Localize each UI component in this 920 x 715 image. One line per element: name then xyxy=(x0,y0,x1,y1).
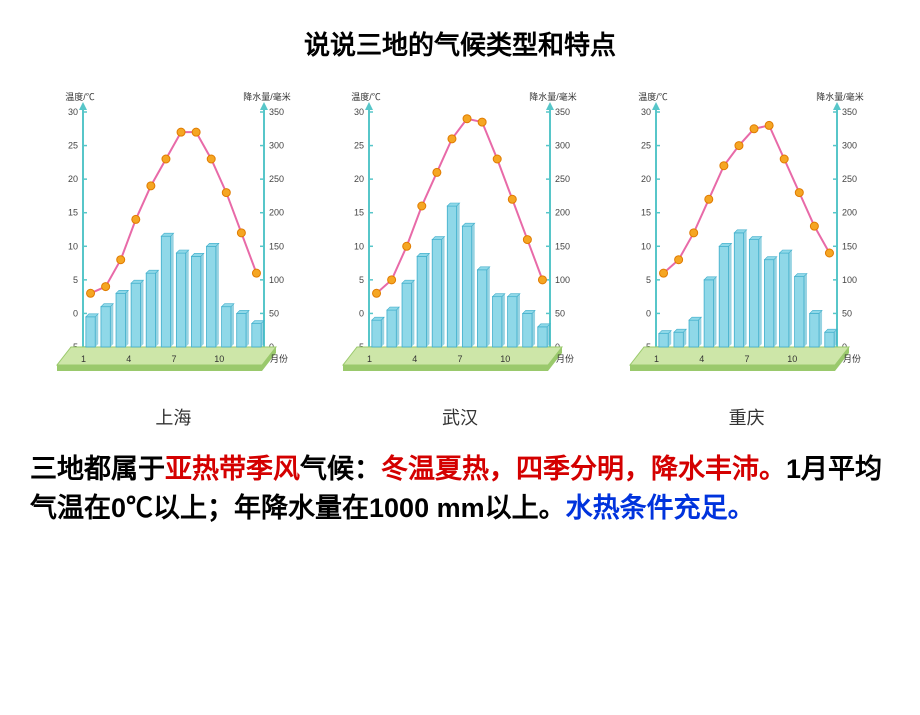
svg-text:7: 7 xyxy=(745,354,750,364)
city-label-0: 上海 xyxy=(155,404,191,430)
svg-text:50: 50 xyxy=(555,308,565,318)
svg-text:100: 100 xyxy=(555,275,570,285)
svg-text:15: 15 xyxy=(641,208,651,218)
svg-text:0: 0 xyxy=(646,308,651,318)
svg-text:25: 25 xyxy=(68,141,78,151)
svg-text:30: 30 xyxy=(68,107,78,117)
svg-text:月份: 月份 xyxy=(270,353,288,364)
svg-text:150: 150 xyxy=(269,241,284,251)
svg-text:10: 10 xyxy=(354,241,364,251)
chart-block-2: 温度/℃降水量/毫米-50510152025300501001502002503… xyxy=(614,82,879,430)
chart-block-1: 温度/℃降水量/毫米-50510152025300501001502002503… xyxy=(327,82,592,430)
svg-text:50: 50 xyxy=(269,308,279,318)
svg-text:15: 15 xyxy=(68,208,78,218)
svg-text:7: 7 xyxy=(171,354,176,364)
svg-text:250: 250 xyxy=(269,174,284,184)
climate-chart-1: 温度/℃降水量/毫米-50510152025300501001502002503… xyxy=(327,82,592,402)
svg-text:200: 200 xyxy=(269,208,284,218)
svg-text:20: 20 xyxy=(68,174,78,184)
svg-text:5: 5 xyxy=(646,275,651,285)
svg-text:30: 30 xyxy=(354,107,364,117)
svg-text:350: 350 xyxy=(842,107,857,117)
svg-text:25: 25 xyxy=(354,141,364,151)
svg-text:15: 15 xyxy=(354,208,364,218)
conclusion-span: 水热条件充足。 xyxy=(566,493,755,523)
svg-text:150: 150 xyxy=(555,241,570,251)
svg-text:10: 10 xyxy=(214,354,224,364)
svg-text:300: 300 xyxy=(269,141,284,151)
svg-text:10: 10 xyxy=(787,354,797,364)
svg-text:150: 150 xyxy=(842,241,857,251)
svg-text:50: 50 xyxy=(842,308,852,318)
svg-text:350: 350 xyxy=(269,107,284,117)
page-title: 说说三地的气候类型和特点 xyxy=(0,25,920,62)
svg-text:0: 0 xyxy=(73,308,78,318)
svg-text:20: 20 xyxy=(354,174,364,184)
svg-text:10: 10 xyxy=(641,241,651,251)
conclusion-span: 亚热带季风 xyxy=(165,454,300,484)
svg-text:300: 300 xyxy=(555,141,570,151)
svg-text:200: 200 xyxy=(555,208,570,218)
svg-text:300: 300 xyxy=(842,141,857,151)
svg-text:5: 5 xyxy=(359,275,364,285)
svg-text:月份: 月份 xyxy=(843,353,861,364)
svg-text:250: 250 xyxy=(842,174,857,184)
svg-text:5: 5 xyxy=(73,275,78,285)
svg-text:1: 1 xyxy=(368,354,373,364)
svg-text:1: 1 xyxy=(81,354,86,364)
svg-text:25: 25 xyxy=(641,141,651,151)
conclusion-span: 三地都属于 xyxy=(30,454,165,484)
climate-chart-0: 温度/℃降水量/毫米-50510152025300501001502002503… xyxy=(41,82,306,402)
svg-text:0: 0 xyxy=(359,308,364,318)
svg-text:1: 1 xyxy=(654,354,659,364)
svg-text:温度/℃: 温度/℃ xyxy=(352,91,382,102)
svg-text:温度/℃: 温度/℃ xyxy=(638,91,668,102)
svg-text:7: 7 xyxy=(458,354,463,364)
svg-text:20: 20 xyxy=(641,174,651,184)
svg-text:10: 10 xyxy=(501,354,511,364)
svg-text:100: 100 xyxy=(269,275,284,285)
svg-text:30: 30 xyxy=(641,107,651,117)
svg-text:200: 200 xyxy=(842,208,857,218)
svg-text:月份: 月份 xyxy=(556,353,574,364)
svg-text:100: 100 xyxy=(842,275,857,285)
svg-text:250: 250 xyxy=(555,174,570,184)
svg-text:降水量/毫米: 降水量/毫米 xyxy=(243,91,291,102)
conclusion-span: 冬温夏热，四季分明，降水丰沛。 xyxy=(381,454,786,484)
svg-text:降水量/毫米: 降水量/毫米 xyxy=(530,91,578,102)
conclusion-text: 三地都属于亚热带季风气候：冬温夏热，四季分明，降水丰沛。1月平均气温在0℃以上；… xyxy=(0,440,920,528)
svg-text:350: 350 xyxy=(555,107,570,117)
svg-text:10: 10 xyxy=(68,241,78,251)
svg-text:4: 4 xyxy=(699,354,704,364)
svg-text:4: 4 xyxy=(413,354,418,364)
charts-row: 温度/℃降水量/毫米-50510152025300501001502002503… xyxy=(0,82,920,430)
svg-text:4: 4 xyxy=(126,354,131,364)
svg-text:降水量/毫米: 降水量/毫米 xyxy=(816,91,864,102)
climate-chart-2: 温度/℃降水量/毫米-50510152025300501001502002503… xyxy=(614,82,879,402)
chart-block-0: 温度/℃降水量/毫米-50510152025300501001502002503… xyxy=(41,82,306,430)
city-label-2: 重庆 xyxy=(729,404,765,430)
conclusion-span: 气候： xyxy=(300,454,381,484)
city-label-1: 武汉 xyxy=(442,404,478,430)
svg-text:温度/℃: 温度/℃ xyxy=(65,91,95,102)
